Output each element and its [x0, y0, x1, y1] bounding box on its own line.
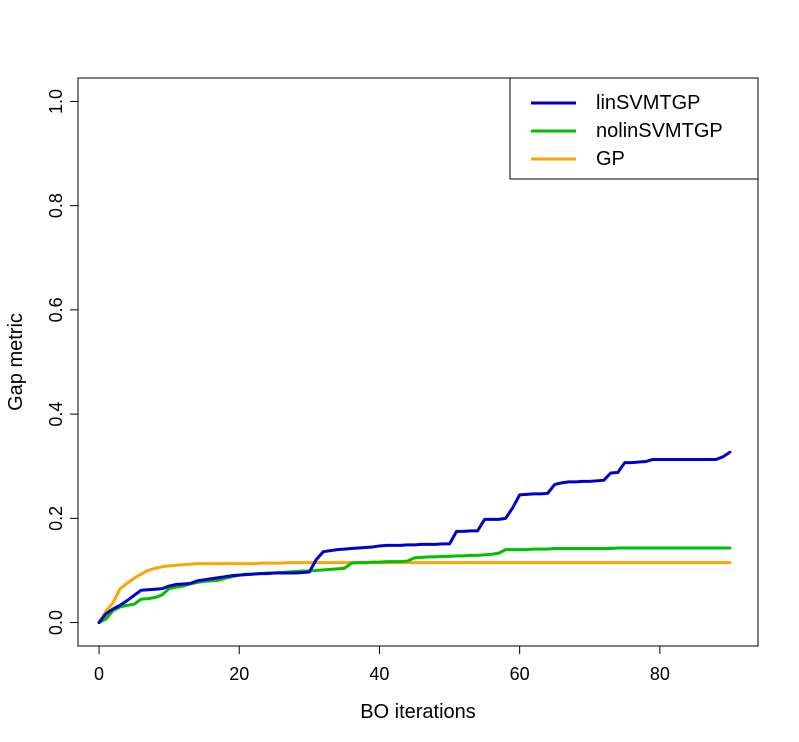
x-axis: 0 20 40 60 80 — [94, 645, 670, 684]
series-layer — [97, 450, 732, 625]
y-tick-label: 0.4 — [46, 402, 66, 427]
y-tick-label: 0.2 — [46, 506, 66, 531]
series-line-linSVMTGP — [97, 450, 732, 625]
y-tick-label: 0.0 — [46, 610, 66, 635]
series-line-nolinSVMTGP — [97, 546, 732, 625]
x-tick-label: 80 — [650, 664, 670, 684]
legend: linSVMTGP nolinSVMTGP GP — [509, 77, 759, 180]
x-tick-label: 0 — [94, 664, 104, 684]
series-line-GP — [97, 561, 732, 625]
y-axis: 0.0 0.2 0.4 0.6 0.8 1.0 — [46, 89, 79, 635]
y-tick-label: 0.8 — [46, 193, 66, 218]
x-axis-title: BO iterations — [360, 701, 476, 723]
legend-box — [509, 77, 759, 180]
x-tick-label: 20 — [229, 664, 249, 684]
legend-label-nolinSVMTGP: nolinSVMTGP — [596, 120, 723, 142]
y-axis-title: Gap metric — [5, 313, 27, 411]
legend-label-GP: GP — [596, 148, 625, 170]
legend-label-linSVMTGP: linSVMTGP — [596, 92, 700, 114]
y-tick-label: 1.0 — [46, 89, 66, 114]
y-tick-label: 0.6 — [46, 297, 66, 322]
x-tick-label: 60 — [510, 664, 530, 684]
x-tick-label: 40 — [369, 664, 389, 684]
